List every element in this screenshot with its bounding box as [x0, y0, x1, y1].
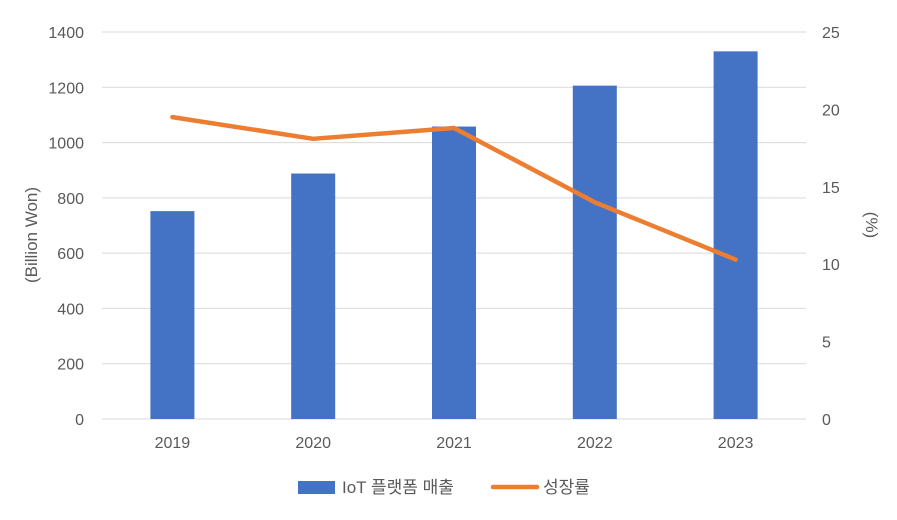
y2-tick-label: 5	[822, 335, 831, 352]
bar	[572, 85, 617, 420]
bar	[713, 51, 758, 419]
y-tick-label: 1200	[48, 80, 84, 97]
line-point	[453, 127, 455, 129]
y-tick-label: 800	[57, 191, 84, 208]
x-tick-label: 2021	[436, 435, 472, 452]
bar	[291, 173, 336, 419]
y-axis-left: 0 200 400 600 800 1000 1200 1400	[48, 25, 84, 429]
legend-label-line: 성장률	[543, 478, 590, 497]
x-tick-label: 2023	[718, 435, 754, 452]
y2-tick-label: 20	[822, 102, 840, 119]
y2-tick-label: 0	[822, 412, 831, 429]
line-point	[312, 138, 314, 140]
bar-series	[150, 51, 758, 420]
line-point	[735, 259, 737, 261]
line-point	[171, 116, 173, 118]
y-tick-label: 0	[75, 412, 84, 429]
x-axis: 2019 2020 2021 2022 2023	[155, 435, 754, 452]
y-tick-label: 600	[57, 246, 84, 263]
bar	[432, 126, 476, 419]
y2-tick-label: 25	[822, 25, 840, 42]
line-series	[170, 114, 738, 262]
x-tick-label: 2020	[295, 435, 331, 452]
y-axis-title: (Billion Won)	[22, 187, 41, 283]
y-axis-right: 0 5 10 15 20 25	[822, 25, 840, 429]
legend-label-bar: IoT 플랫폼 매출	[342, 478, 454, 497]
y2-tick-label: 10	[822, 257, 840, 274]
y-tick-label: 400	[57, 301, 84, 318]
y2-tick-label: 15	[822, 180, 840, 197]
legend-swatch-bar	[298, 481, 335, 494]
x-tick-label: 2019	[155, 435, 191, 452]
x-tick-label: 2022	[577, 435, 613, 452]
y-tick-label: 200	[57, 357, 84, 374]
line-point	[594, 201, 596, 203]
y-tick-label: 1400	[48, 25, 84, 42]
y2-axis-title: (%)	[862, 212, 881, 238]
bar	[150, 211, 195, 419]
y-tick-label: 1000	[48, 136, 84, 153]
legend: IoT 플랫폼 매출 성장률	[298, 478, 590, 497]
